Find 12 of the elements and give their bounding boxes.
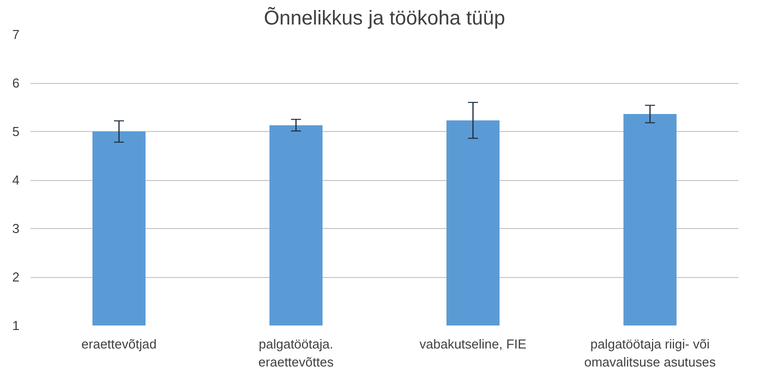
y-tick-label: 4: [12, 172, 20, 188]
y-tick-label: 2: [12, 270, 20, 284]
chart-title: Õnnelikkus ja töökoha tüüp: [264, 6, 506, 30]
x-tick-label: eraettevõtjad: [81, 336, 157, 352]
x-tick-label: vabakutseline, FIE: [420, 336, 527, 352]
y-tick-label: 5: [12, 124, 20, 139]
y-tick-label: 7: [12, 27, 20, 42]
y-tick-label: 1: [12, 318, 20, 333]
y-tick-label: 6: [12, 76, 20, 90]
y-tick-label: 3: [12, 221, 20, 236]
x-tick-label: palgatöötaja. eraettevõttes: [258, 336, 334, 370]
x-tick-label: palgatöötaja riigi- või omavalitsuse asutuses: [584, 336, 716, 370]
